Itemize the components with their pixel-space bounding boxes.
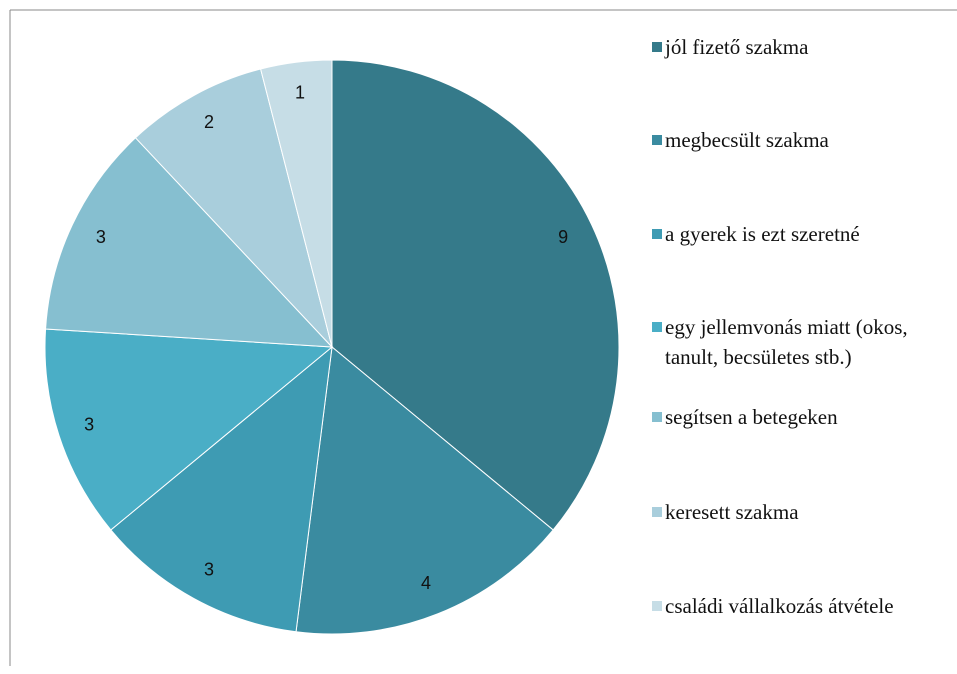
data-label: 3 <box>96 227 106 247</box>
data-label: 9 <box>558 227 568 247</box>
legend-swatch <box>652 229 662 239</box>
pie-slice <box>44 328 334 531</box>
legend-label: családi vállalkozás átvétele <box>665 594 894 618</box>
legend-swatch <box>652 412 662 422</box>
data-label: 2 <box>204 112 214 132</box>
legend-entry: jól fizető szakma <box>652 32 942 62</box>
legend-entry: a gyerek is ezt szeretné <box>652 219 942 249</box>
pie-slice <box>260 59 333 348</box>
legend-label: megbecsült szakma <box>665 128 829 152</box>
legend-entry: megbecsült szakma <box>652 125 942 155</box>
legend-swatch <box>652 42 662 52</box>
pie-slice <box>295 346 554 635</box>
legend-entry: egy jellemvonás miatt (okos, tanult, bec… <box>652 312 942 372</box>
legend-label: egy jellemvonás miatt (okos, tanult, bec… <box>665 315 908 369</box>
legend-entry: keresett szakma <box>652 497 942 527</box>
legend-entry: segítsen a betegeken <box>652 402 942 432</box>
pie-slice <box>134 68 333 348</box>
legend-label: jól fizető szakma <box>665 35 809 59</box>
legend-swatch <box>652 601 662 611</box>
legend-swatch <box>652 135 662 145</box>
legend-label: keresett szakma <box>665 500 799 524</box>
data-label: 4 <box>421 573 431 593</box>
legend-swatch <box>652 322 662 332</box>
data-label: 3 <box>84 415 94 435</box>
data-label: 3 <box>204 560 214 580</box>
pie-slice <box>110 345 333 633</box>
data-label: 1 <box>295 82 305 102</box>
legend-label: segítsen a betegeken <box>665 405 838 429</box>
pie-slice <box>45 137 334 348</box>
legend-label: a gyerek is ezt szeretné <box>665 222 860 246</box>
pie-slice <box>331 59 620 531</box>
legend-swatch <box>652 507 662 517</box>
legend-entry: családi vállalkozás átvétele <box>652 591 942 621</box>
